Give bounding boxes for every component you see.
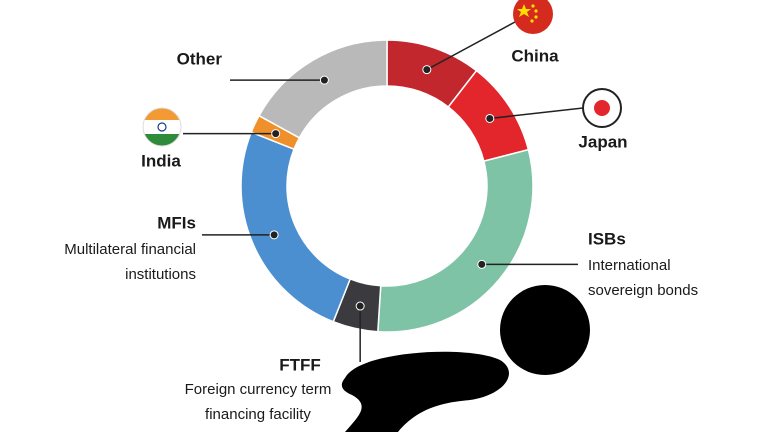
slice-description: International [588,257,671,274]
leader-dot [485,113,495,123]
india-flag [142,107,182,147]
slice [258,39,388,139]
china-flag [513,0,553,34]
slice-name: ISBs [588,229,626,248]
labels: China Japan ISBs International sovereign bon… [64,21,698,423]
slice-name: MFIs [157,213,196,232]
leader-dot [319,75,329,85]
slice-description: Multilateral financial [64,241,196,258]
slice-name: India [141,151,181,170]
leader-dot [271,129,281,139]
slice-description: sovereign bonds [588,282,698,299]
slice-name: Japan [578,132,627,151]
japan-flag [582,88,622,128]
slice-description: Foreign currency term [185,381,332,398]
slice-description: financing facility [205,406,311,423]
slice [240,131,352,323]
slice-name: Other [177,49,223,68]
leader-line [426,21,516,71]
figure [341,285,590,432]
leader-dot [269,230,279,240]
leader-dot [477,259,487,269]
slice-description: institutions [125,266,196,283]
slice [377,148,534,333]
leader-dot [355,301,365,311]
leader-line [489,107,584,120]
leader-dot [422,65,432,75]
donut [240,39,534,333]
slice-name: China [511,46,559,65]
slice-name: FTFF [279,355,321,374]
